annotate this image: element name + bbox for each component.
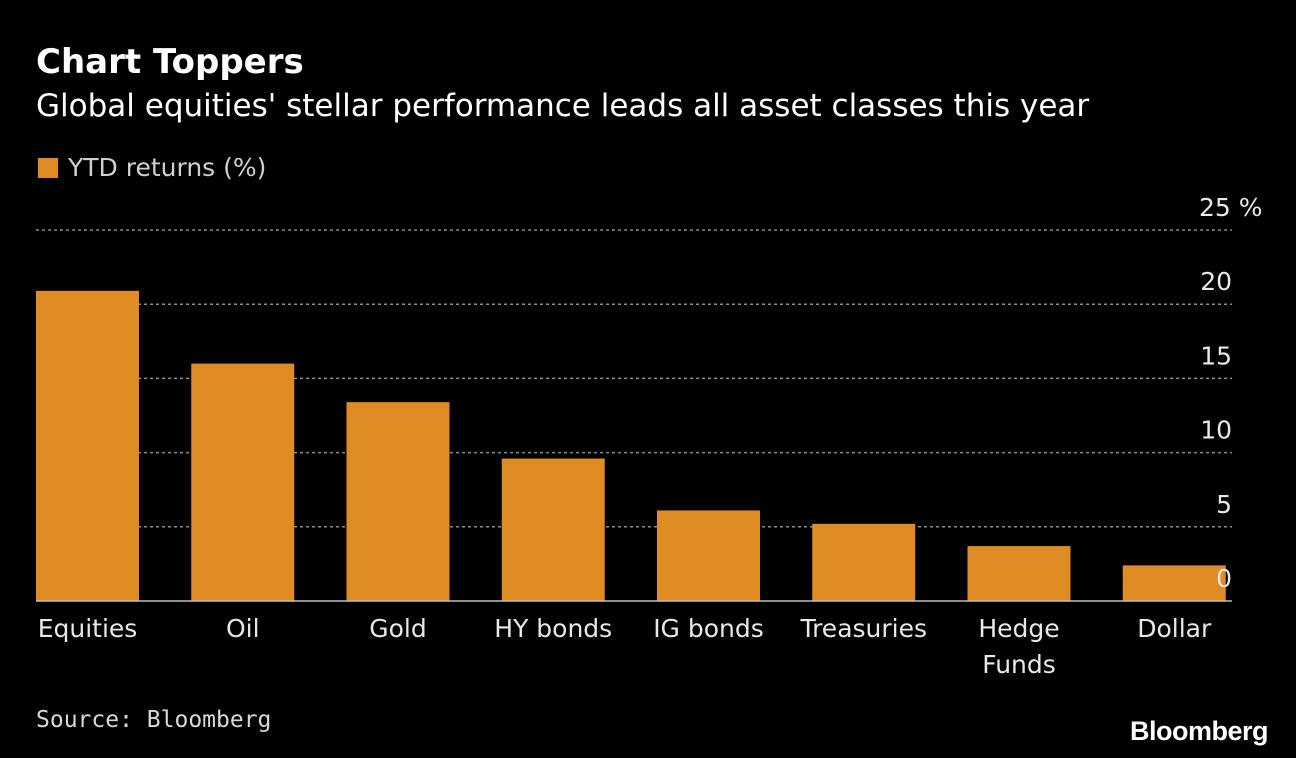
legend-swatch — [38, 158, 58, 178]
x-tick-label: Hedge Funds — [978, 614, 1059, 679]
bar-oil — [191, 363, 295, 601]
bar-hedge-funds — [967, 546, 1071, 601]
x-tick-label: Gold — [369, 614, 426, 643]
legend: YTD returns (%) — [38, 152, 266, 184]
chart-title: Chart Toppers — [36, 42, 304, 82]
x-tick-label: IG bonds — [653, 614, 764, 643]
legend-label: YTD returns (%) — [68, 153, 267, 182]
x-tick-label: Treasuries — [799, 614, 927, 643]
y-tick-label: 15 — [1200, 341, 1232, 370]
y-tick-label: 25 % — [1199, 193, 1263, 222]
bar-treasuries — [812, 523, 916, 601]
y-tick-label: 20 — [1200, 267, 1232, 296]
y-tick-label: 0 — [1216, 564, 1232, 593]
axes: 0 5 10 15 20 25 % Equities Oil Gold HY bonds IG bo… — [36, 193, 1263, 679]
y-tick-label: 10 — [1200, 416, 1232, 445]
bars — [36, 290, 1226, 601]
bar-ig-bonds — [657, 510, 760, 601]
x-tick-label: Oil — [226, 614, 260, 643]
bar-dollar — [1122, 565, 1226, 601]
x-tick-label: Dollar — [1137, 614, 1212, 643]
bar-equities — [36, 290, 139, 601]
bloomberg-logo: Bloomberg — [1129, 716, 1269, 746]
bar-gold — [346, 402, 450, 601]
source-note: Source: Bloomberg — [36, 707, 272, 733]
x-tick-label: Equities — [38, 614, 138, 643]
chart-subtitle: Global equities' stellar performance lea… — [36, 88, 1090, 124]
y-tick-label: 5 — [1216, 490, 1232, 519]
bar-hy-bonds — [501, 458, 605, 601]
x-tick-label: HY bonds — [494, 614, 612, 643]
